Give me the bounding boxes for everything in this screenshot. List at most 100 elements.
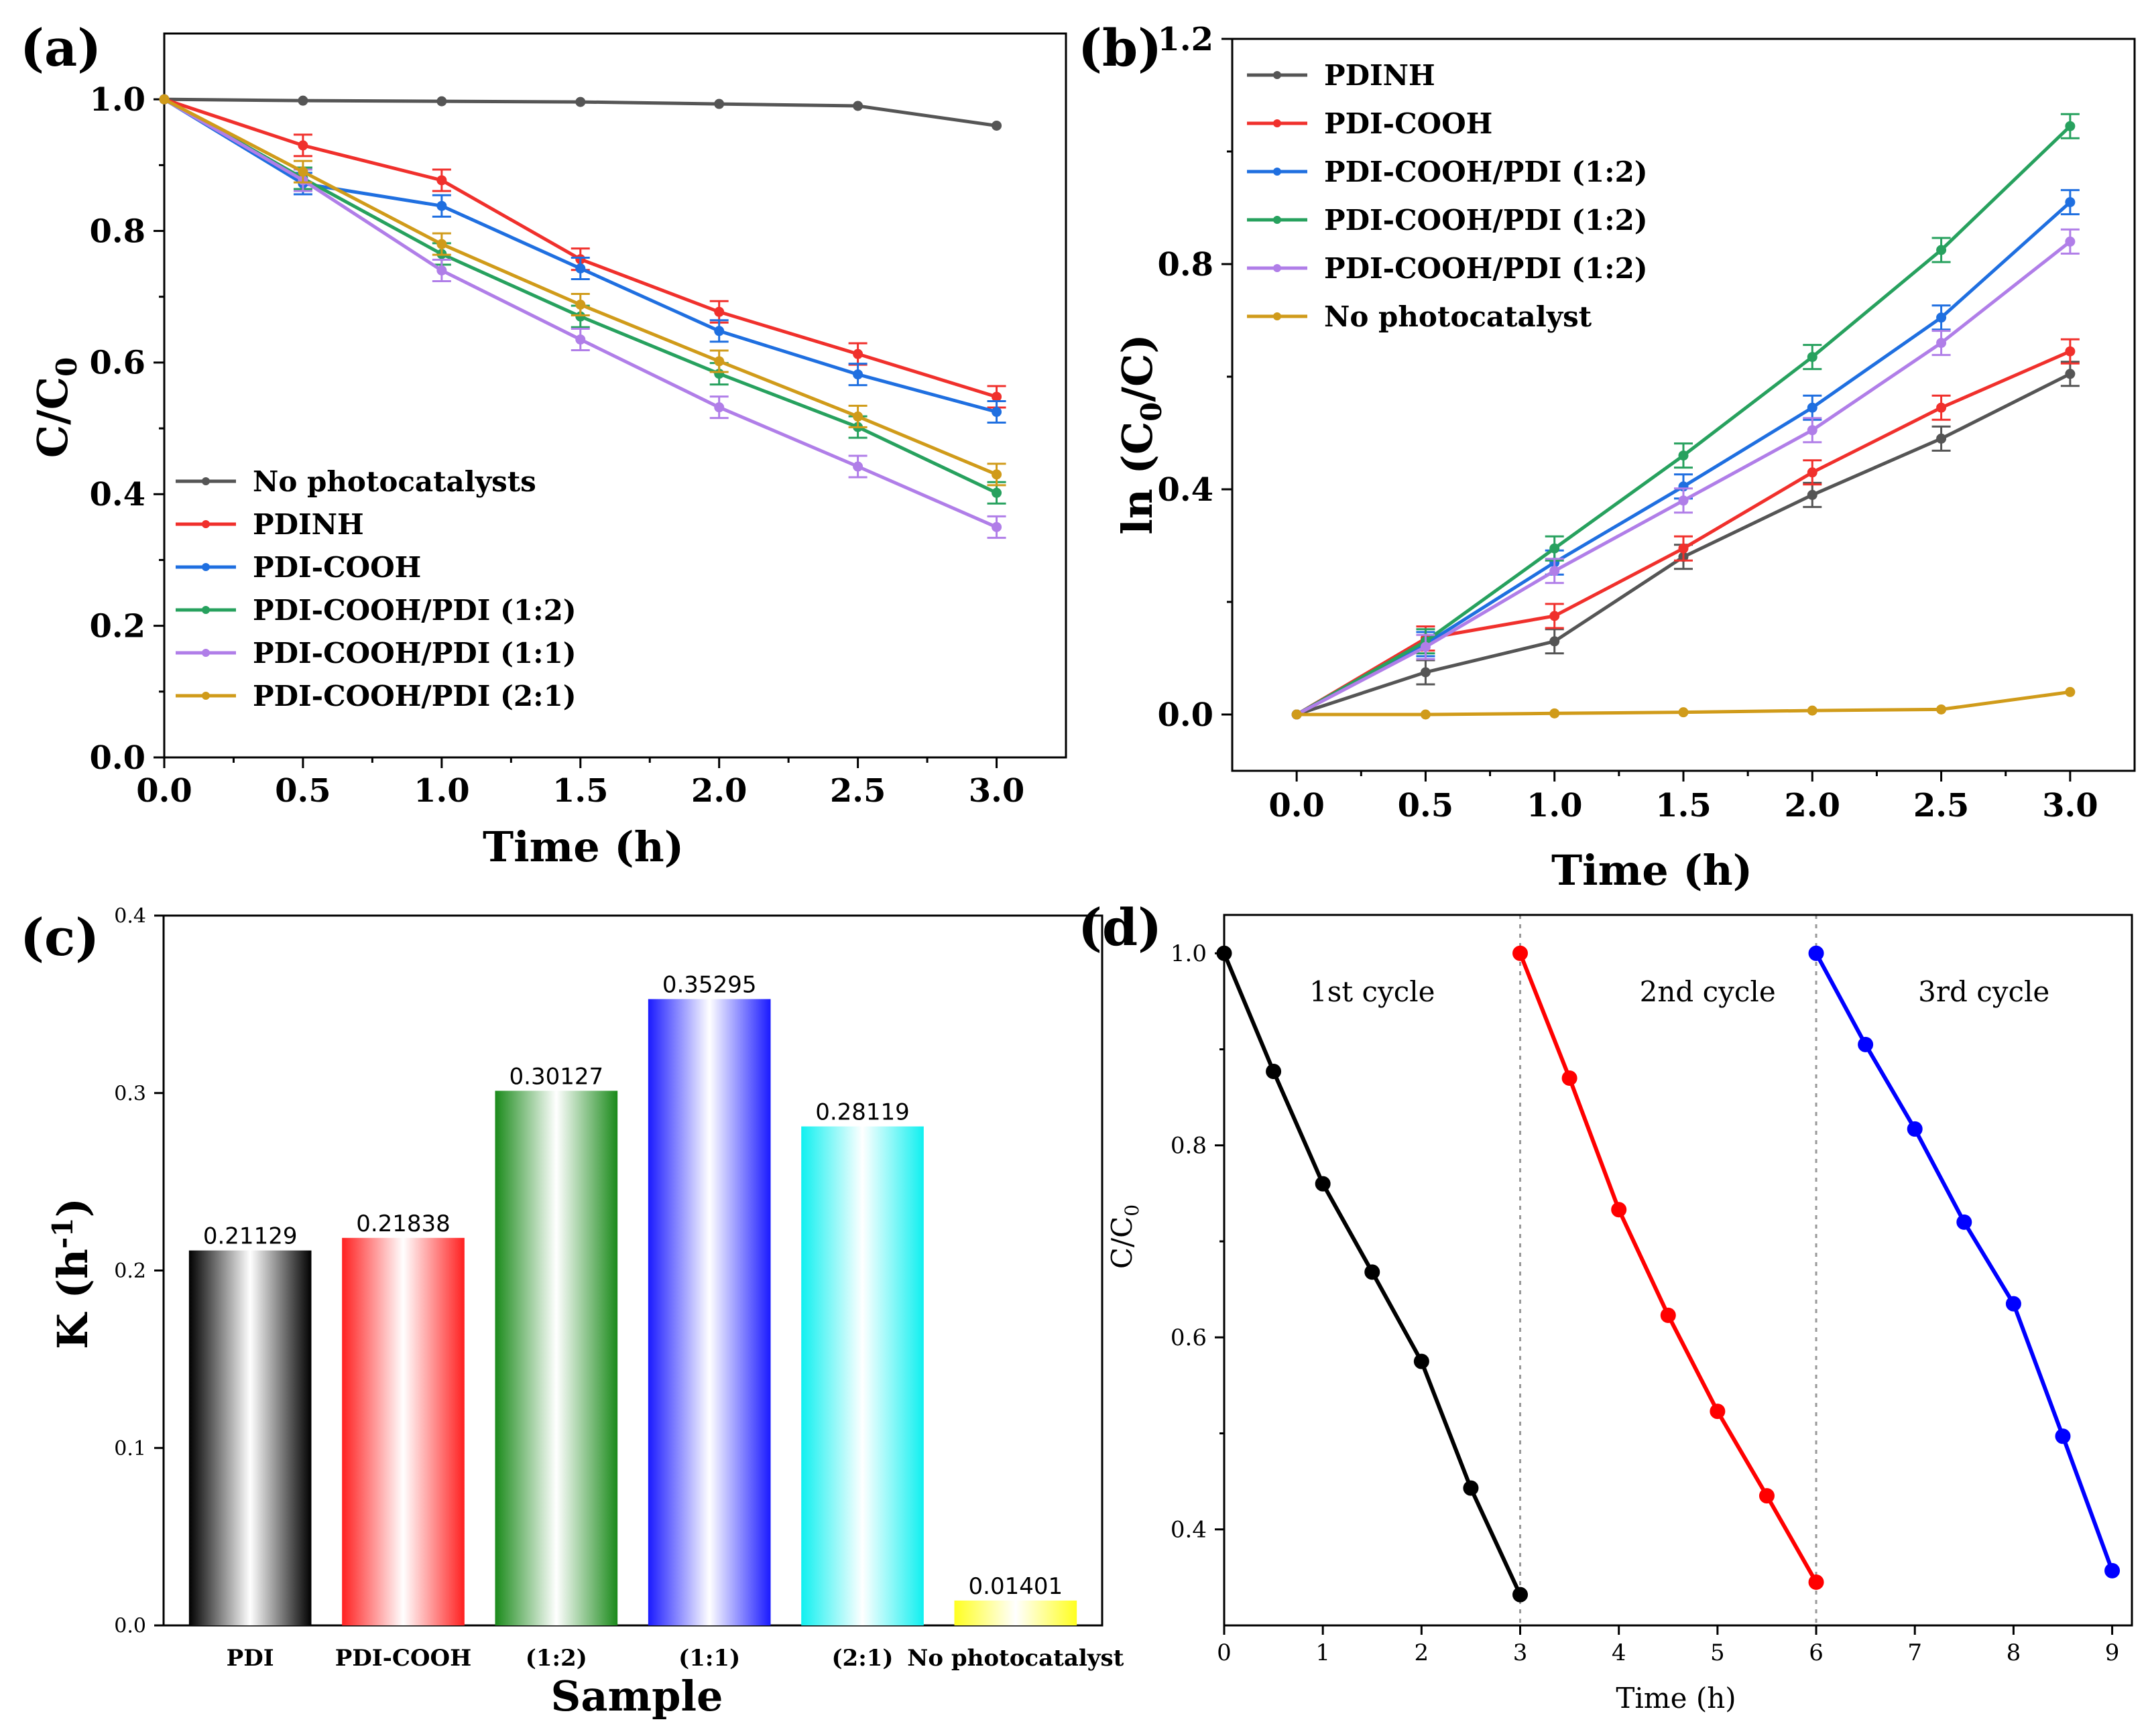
legend-label: PDI-COOH/PDI (1:2)	[1324, 204, 1648, 237]
data-point	[1512, 945, 1529, 961]
legend-label: PDINH	[253, 508, 364, 541]
series-line	[1518, 952, 1818, 1583]
x-tick-label: 1.5	[1655, 787, 1712, 824]
legend-label: PDI-COOH	[253, 551, 421, 584]
panel-d-frame	[1223, 914, 2133, 1627]
panel-a-plot: 0.0 0.5 1.0 1.5 2.0 2.5 3.0 0.0 0.2 0.4 0.6 0.8 1.0 N…	[89, 32, 1067, 810]
series-2nd-cycle	[1512, 945, 1824, 1591]
y-tick-label: 0.8	[1171, 1133, 1207, 1160]
legend-marker	[1273, 264, 1281, 272]
series-pdi-cooh	[159, 94, 1006, 424]
legend-label: PDI-COOH/PDI (2:1)	[253, 680, 577, 712]
data-point	[1291, 709, 1302, 720]
data-point	[1936, 338, 1947, 349]
data-point	[1907, 1121, 1923, 1137]
bar-pdi-cooh	[342, 1237, 465, 1625]
data-point	[2005, 1296, 2021, 1312]
data-point	[714, 356, 725, 367]
data-point	[714, 99, 725, 109]
panel-b-frame	[1231, 38, 2136, 772]
data-point	[436, 200, 447, 211]
data-point	[1936, 402, 1947, 413]
x-tick-label: 5	[1710, 1639, 1725, 1666]
cycle-label: 3rd cycle	[1918, 975, 2049, 1008]
data-point	[575, 300, 586, 310]
data-point	[2055, 1428, 2071, 1444]
data-point	[992, 487, 1002, 498]
data-point	[2104, 1562, 2121, 1578]
bar-data-label: 0.01401	[969, 1573, 1063, 1600]
data-point	[1549, 708, 1560, 719]
data-point	[2065, 236, 2076, 247]
panel-c-xlabel: Sample	[551, 1672, 723, 1721]
y-tick-label: 0.4	[1157, 471, 1213, 509]
x-tick-label: 2.0	[1785, 787, 1841, 824]
data-point	[575, 334, 586, 345]
data-point	[853, 411, 863, 422]
data-point	[2065, 369, 2076, 379]
panel-d: (d) 0 1 2 3 4 5 6 7 8 9 0.4 0.6 0.8 1.0 1st cycle 2nd c…	[1078, 897, 2133, 1715]
data-point	[159, 94, 170, 105]
x-tick-label: 0.0	[136, 772, 192, 810]
y-tick-label: 0.2	[114, 1259, 146, 1283]
x-tick-label: 2.5	[830, 772, 886, 810]
data-point	[992, 469, 1002, 480]
data-point	[298, 140, 308, 151]
data-point	[1420, 641, 1431, 652]
y-tick-label: 1.0	[89, 81, 145, 119]
panel-b-xlabel: Time (h)	[1551, 846, 1752, 895]
data-point	[1807, 467, 1817, 478]
legend-label: PDI-COOH/PDI (1:2)	[1324, 252, 1648, 285]
bar-data-label: 0.28119	[815, 1099, 910, 1126]
data-point	[575, 263, 586, 274]
data-point	[1266, 1063, 1282, 1079]
data-point	[1216, 945, 1232, 961]
x-tick-label: 1.5	[552, 772, 609, 810]
data-point	[1463, 1480, 1479, 1496]
data-point	[1807, 425, 1817, 436]
legend-marker	[202, 606, 210, 614]
data-point	[298, 166, 308, 177]
data-point	[714, 402, 725, 413]
panel-a-label: (a)	[20, 18, 101, 78]
data-point	[1808, 1574, 1824, 1591]
panel-a-xlabel: Time (h)	[483, 822, 684, 871]
data-point	[2065, 121, 2076, 131]
data-point	[1678, 450, 1689, 461]
y-tick-label: 0.6	[89, 345, 145, 382]
x-tick-label: 3	[1513, 1639, 1528, 1666]
panel-c: (c) 0.0 0.1 0.2 0.3 0.4 0.21129 PDI 0.21838 PDI-…	[20, 905, 1124, 1721]
panel-a: (a) 0.0 0.5 1.0 1.5 2.0 2.5 3.0 0.0 0.2 0.4 0.6 0.8…	[20, 18, 1067, 871]
legend-marker	[202, 477, 210, 485]
series-no-photocatalysts	[159, 94, 1002, 131]
legend-label: PDI-COOH/PDI (1:2)	[1324, 156, 1648, 188]
y-tick-label: 0.0	[114, 1615, 146, 1638]
x-tick-label: 1	[1315, 1639, 1330, 1666]
data-point	[436, 175, 447, 186]
series-1st-cycle	[1216, 945, 1529, 1603]
data-point	[714, 306, 725, 317]
data-point	[2065, 346, 2076, 357]
legend-marker	[202, 649, 210, 657]
x-tick-label: 0.5	[275, 772, 331, 810]
series-pdi-cooh-pdi-2-1-	[159, 94, 1006, 487]
y-tick-label: 0.3	[114, 1082, 146, 1105]
data-point	[298, 95, 308, 106]
series-line	[1295, 349, 2071, 717]
data-point	[992, 120, 1002, 131]
panel-a-frame	[163, 32, 1067, 759]
cycle-label: 1st cycle	[1309, 975, 1435, 1008]
x-tick-label: 2.0	[691, 772, 748, 810]
data-point	[1611, 1202, 1627, 1218]
legend-label: PDI-COOH	[1324, 107, 1492, 140]
x-tick-label: 9	[2105, 1639, 2120, 1666]
y-tick-label: 1.2	[1157, 21, 1213, 58]
data-point	[1936, 312, 1947, 323]
panel-d-plot: 0 1 2 3 4 5 6 7 8 9 0.4 0.6 0.8 1.0 1st cycle 2nd cycle…	[1171, 914, 2133, 1666]
data-point	[853, 101, 863, 111]
x-tick-label: 3.0	[969, 772, 1025, 810]
x-tick-label: 3.0	[2042, 787, 2098, 824]
category-label: (2:1)	[831, 1645, 893, 1672]
series-pdi-cooh	[1291, 338, 2080, 720]
panel-c-plot: 0.0 0.1 0.2 0.3 0.4 0.21129 PDI 0.21838 PDI-COOH…	[114, 905, 1124, 1672]
